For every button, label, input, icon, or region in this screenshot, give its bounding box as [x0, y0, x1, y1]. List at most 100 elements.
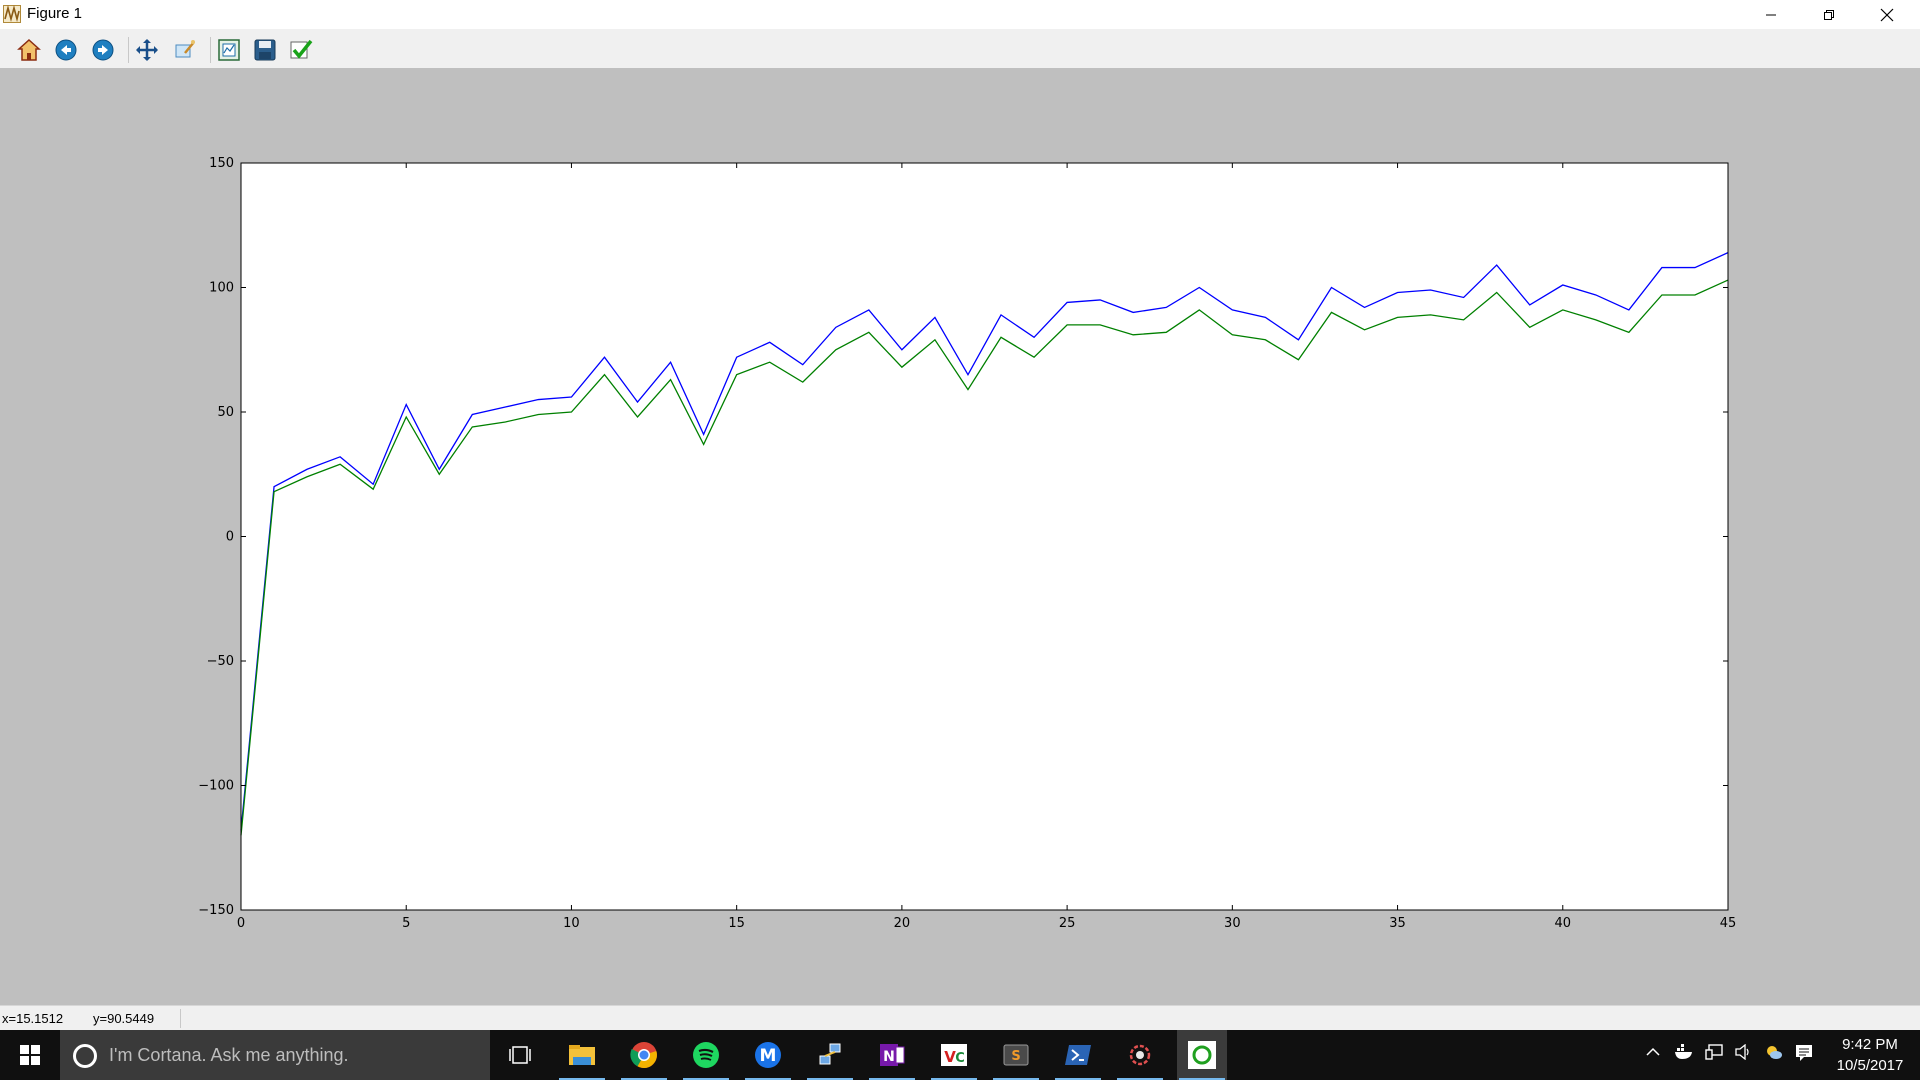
- weather-icon: [1767, 1046, 1782, 1059]
- x-tick-label: 45: [1720, 916, 1737, 931]
- chrome-icon: [630, 1042, 657, 1069]
- tray-weather[interactable]: [1765, 1044, 1783, 1064]
- close-button[interactable]: [1858, 0, 1916, 29]
- x-tick-label: 5: [402, 916, 410, 931]
- navigation-toolbar: [0, 29, 1920, 68]
- customize-button[interactable]: [288, 37, 314, 63]
- svg-text:C: C: [955, 1051, 965, 1066]
- svg-text:S: S: [1011, 1049, 1020, 1064]
- docker-icon: [1675, 1044, 1692, 1059]
- customize-icon: [290, 39, 313, 59]
- window-title: Figure 1: [27, 5, 83, 22]
- vnc-icon: V C: [941, 1044, 967, 1066]
- minimize-icon: [1766, 14, 1776, 15]
- figure-canvas[interactable]: 0 5 10 15 20 25 30 35 40 45 150 100 50 0 −50 −100 −150: [0, 68, 1920, 1005]
- x-tick-label: 40: [1555, 916, 1572, 931]
- settings-app-icon: [1129, 1044, 1151, 1066]
- taskbar-settings-app[interactable]: [1115, 1030, 1165, 1080]
- network-app-icon: [819, 1043, 841, 1065]
- file-explorer-icon: [569, 1045, 595, 1065]
- taskbar-file-explorer[interactable]: [557, 1030, 607, 1080]
- taskbar-mail-m[interactable]: M: [743, 1030, 793, 1080]
- y-tick-label: 100: [209, 281, 234, 296]
- axes-background: [241, 163, 1728, 910]
- series-line-2: [240, 279, 1729, 836]
- taskbar-powershell[interactable]: [1053, 1030, 1103, 1080]
- title-bar: Figure 1: [0, 0, 1920, 29]
- pan-icon: [136, 39, 158, 61]
- windows-icon: [20, 1045, 40, 1065]
- tray-network[interactable]: [1705, 1044, 1723, 1064]
- y-tick-label: −50: [207, 654, 234, 669]
- x-tick-label: 35: [1389, 916, 1406, 931]
- powershell-icon: [1065, 1045, 1091, 1065]
- home-icon: [17, 38, 41, 61]
- start-button[interactable]: [0, 1030, 60, 1080]
- y-tick-label: 0: [226, 530, 234, 545]
- cortana-icon: [73, 1044, 97, 1068]
- restore-button[interactable]: [1800, 0, 1858, 29]
- y-tick-label: −100: [198, 779, 234, 794]
- save-button[interactable]: [252, 37, 278, 63]
- status-bar: x=15.1512 y=90.5449: [0, 1005, 1920, 1031]
- taskbar-chrome[interactable]: [619, 1030, 669, 1080]
- x-tick-label: 30: [1224, 916, 1241, 931]
- x-tick-label: 10: [563, 916, 580, 931]
- figure-app-icon: [3, 4, 21, 23]
- zoom-button[interactable]: [172, 37, 198, 63]
- cortana-search-box[interactable]: I'm Cortana. Ask me anything.: [60, 1030, 490, 1080]
- forward-icon: [92, 39, 114, 61]
- task-view-icon: [509, 1046, 531, 1064]
- chevron-up-icon: [1646, 1047, 1660, 1056]
- back-button[interactable]: [53, 37, 79, 63]
- restore-icon: [1824, 9, 1834, 20]
- x-tick-label: 25: [1059, 916, 1076, 931]
- onenote-icon: N: [880, 1044, 905, 1066]
- back-icon: [55, 39, 77, 61]
- home-button[interactable]: [16, 37, 42, 63]
- forward-button[interactable]: [90, 37, 116, 63]
- clock-date[interactable]: 10/5/2017: [1836, 1057, 1904, 1074]
- subplots-icon: [218, 39, 240, 61]
- taskbar-python-figure[interactable]: [1177, 1030, 1227, 1080]
- network-icon: [1705, 1044, 1723, 1060]
- cursor-x-readout: x=15.1512: [2, 1011, 64, 1026]
- close-icon: [1880, 8, 1894, 21]
- y-tick-label: −150: [198, 903, 234, 918]
- taskbar-sublime[interactable]: S: [991, 1030, 1041, 1080]
- minimize-button[interactable]: [1742, 0, 1800, 29]
- search-placeholder: I'm Cortana. Ask me anything.: [109, 1045, 349, 1065]
- tray-action-center[interactable]: [1795, 1044, 1813, 1066]
- y-tick-label: 150: [209, 156, 234, 171]
- show-hidden-icons-button[interactable]: [1645, 1044, 1661, 1064]
- x-tick-label: 20: [894, 916, 911, 931]
- svg-text:V: V: [944, 1048, 956, 1066]
- line-chart[interactable]: 0 5 10 15 20 25 30 35 40 45 150 100 50 0 −50 −100 −150: [0, 68, 1920, 1005]
- series-line-1: [240, 252, 1729, 831]
- taskbar: I'm Cortana. Ask me anything.: [0, 1030, 1920, 1080]
- subplots-button[interactable]: [216, 37, 242, 63]
- x-tick-label: 0: [237, 916, 245, 931]
- spotify-icon: [693, 1042, 719, 1068]
- tray-docker[interactable]: [1674, 1044, 1694, 1064]
- taskbar-vnc[interactable]: V C: [929, 1030, 979, 1080]
- taskbar-onenote[interactable]: N: [867, 1030, 917, 1080]
- cursor-y-readout: y=90.5449: [93, 1011, 155, 1026]
- y-tick-label: 50: [217, 405, 234, 420]
- tray-volume[interactable]: [1735, 1043, 1753, 1064]
- zoom-icon: [175, 40, 195, 58]
- x-tick-label: 15: [728, 916, 745, 931]
- svg-text:M: M: [760, 1046, 777, 1066]
- notification-icon: [1796, 1045, 1812, 1061]
- task-view-button[interactable]: [495, 1030, 545, 1080]
- clock-time[interactable]: 9:42 PM: [1842, 1036, 1898, 1053]
- axes-frame: [240, 162, 1729, 911]
- volume-icon: [1735, 1043, 1749, 1061]
- python-figure-icon: [1188, 1041, 1216, 1069]
- pan-button[interactable]: [134, 37, 160, 63]
- sublime-icon: S: [1003, 1044, 1029, 1066]
- svg-text:N: N: [883, 1049, 895, 1065]
- taskbar-network-app[interactable]: [805, 1030, 855, 1080]
- taskbar-spotify[interactable]: [681, 1030, 731, 1080]
- mail-m-icon: M: [755, 1042, 781, 1068]
